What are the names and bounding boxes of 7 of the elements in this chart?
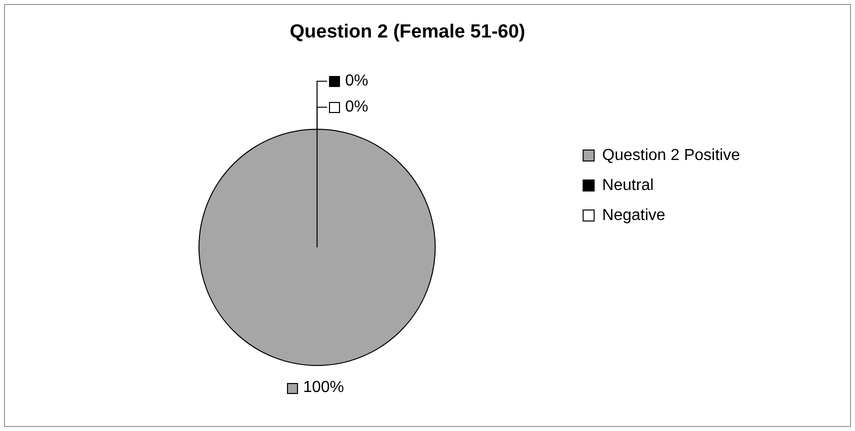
text: 0% [345, 72, 368, 90]
legend-label: Negative [602, 206, 666, 224]
text: 0% [345, 98, 368, 116]
data-label: 100% [303, 378, 344, 396]
chart-title: Question 2 (Female 51-60) [290, 22, 526, 43]
legend-label: Question 2 Positive [602, 146, 740, 164]
legend-label: Neutral [602, 176, 654, 194]
